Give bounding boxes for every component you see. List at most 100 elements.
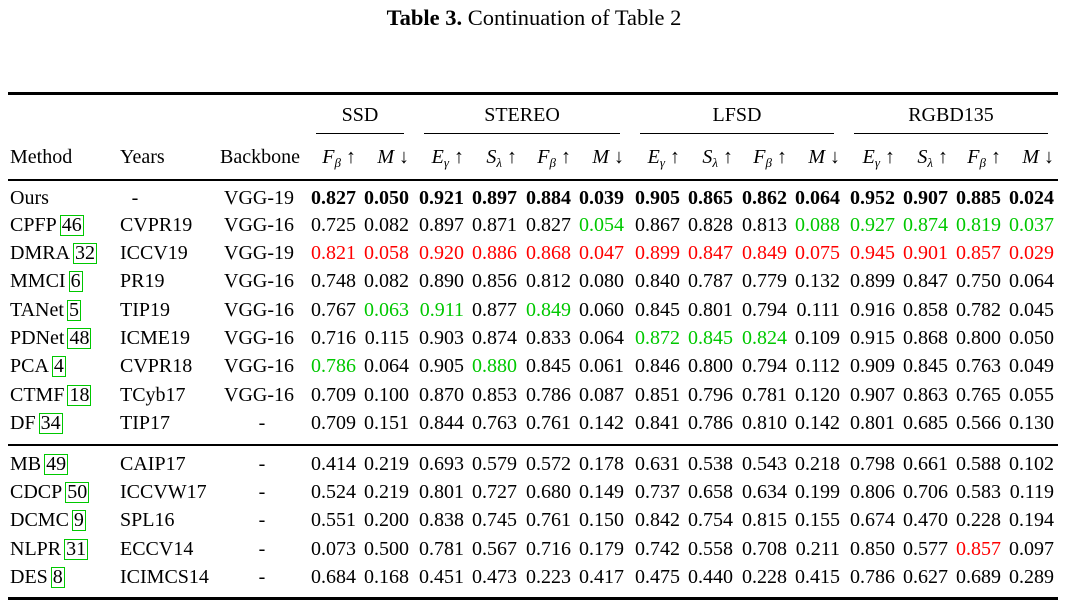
citation-link[interactable]: 8 xyxy=(50,566,65,588)
metric-value-cell: 0.909 xyxy=(850,355,895,377)
metric-value-cell: 0.796 xyxy=(688,384,733,406)
citation-link[interactable]: 32 xyxy=(73,242,98,264)
citation-link[interactable]: 49 xyxy=(44,453,69,475)
year-cell: CVPR19 xyxy=(120,214,193,236)
metric-value-cell: 0.899 xyxy=(635,242,680,264)
metric-header: Sλ ↑ xyxy=(486,146,517,170)
metric-value-cell: 0.819 xyxy=(956,214,1001,236)
citation-link[interactable]: 46 xyxy=(59,214,84,236)
metric-value-cell: 0.218 xyxy=(795,453,840,475)
citation-link[interactable]: 50 xyxy=(65,481,90,503)
metric-value-cell: 0.470 xyxy=(903,509,948,531)
metric-value-cell: 0.841 xyxy=(635,412,680,434)
citation-link[interactable]: 6 xyxy=(68,270,83,292)
metric-value-cell: 0.824 xyxy=(742,327,787,349)
metric-value-cell: 0.063 xyxy=(364,299,409,321)
citation-link[interactable]: 31 xyxy=(64,538,89,560)
citation-link[interactable]: 34 xyxy=(38,412,63,434)
table-row: DMRA 32 ICCV19 VGG-19 0.821 0.058 0.920 0.886 0.… xyxy=(0,240,1068,267)
metric-value-cell: 0.842 xyxy=(635,509,680,531)
metric-value-cell: 0.801 xyxy=(688,299,733,321)
backbone-cell: - xyxy=(258,538,266,560)
metric-value-cell: 0.543 xyxy=(742,453,787,475)
metric-value-cell: 0.821 xyxy=(311,242,356,264)
metric-value-cell: 0.082 xyxy=(364,214,409,236)
metric-value-cell: 0.786 xyxy=(688,412,733,434)
metric-header: Fβ ↑ xyxy=(322,146,356,170)
metric-value-cell: 0.219 xyxy=(364,453,409,475)
method-cell: CTMF 18 xyxy=(10,382,92,409)
metric-value-cell: 0.801 xyxy=(850,412,895,434)
metric-value-cell: 0.812 xyxy=(526,270,571,292)
year-cell: ECCV14 xyxy=(120,538,194,560)
citation-link[interactable]: 5 xyxy=(66,299,81,321)
metric-value-cell: 0.763 xyxy=(956,355,1001,377)
metric-value-cell: 0.945 xyxy=(850,242,895,264)
metric-value-cell: 0.149 xyxy=(579,481,624,503)
year-cell: PR19 xyxy=(120,270,165,292)
metric-value-cell: 0.588 xyxy=(956,453,1001,475)
metric-value-cell: 0.119 xyxy=(1009,481,1054,503)
table-row: CDCP 50 ICCVW17 - 0.524 0.219 0.801 0.727 0.680 0… xyxy=(0,479,1068,506)
stereo-cmidrule xyxy=(424,133,620,135)
year-cell: TIP17 xyxy=(120,412,170,434)
metric-value-cell: 0.142 xyxy=(579,412,624,434)
metric-value-cell: 0.064 xyxy=(1009,270,1054,292)
metric-value-cell: 0.087 xyxy=(579,384,624,406)
metric-value-cell: 0.080 xyxy=(579,270,624,292)
metric-value-cell: 0.850 xyxy=(850,538,895,560)
metric-value-cell: 0.577 xyxy=(903,538,948,560)
metric-header: M ↓ xyxy=(808,146,840,168)
metric-value-cell: 0.748 xyxy=(311,270,356,292)
table-row: MMCI 6 PR19 VGG-16 0.748 0.082 0.890 0.856 0.812… xyxy=(0,268,1068,295)
table-row: DES 8 ICIMCS14 - 0.684 0.168 0.451 0.473 0.223 0.… xyxy=(0,564,1068,591)
metric-value-cell: 0.907 xyxy=(903,187,948,209)
ssd-cmidrule xyxy=(316,133,404,135)
citation-link[interactable]: 18 xyxy=(67,384,92,406)
method-name: CDCP xyxy=(10,481,63,503)
metric-header: Sλ ↑ xyxy=(917,146,948,170)
metric-value-cell: 0.806 xyxy=(850,481,895,503)
metric-value-cell: 0.115 xyxy=(364,327,409,349)
metric-value-cell: 0.708 xyxy=(742,538,787,560)
citation-link[interactable]: 4 xyxy=(51,355,66,377)
metric-value-cell: 0.060 xyxy=(579,299,624,321)
table-top-rule xyxy=(8,92,1058,95)
metric-value-cell: 0.151 xyxy=(364,412,409,434)
metric-value-cell: 0.871 xyxy=(472,214,517,236)
method-name: MB xyxy=(10,453,42,475)
metric-value-cell: 0.845 xyxy=(903,355,948,377)
method-cell: TANet 5 xyxy=(10,297,81,324)
citation-link[interactable]: 9 xyxy=(71,509,86,531)
metric-value-cell: 0.627 xyxy=(903,566,948,588)
year-cell: ICME19 xyxy=(120,327,190,349)
group-separator-rule xyxy=(8,444,1058,446)
metric-header: Fβ ↑ xyxy=(753,146,787,170)
backbone-cell: VGG-16 xyxy=(224,355,294,377)
metric-value-cell: 0.631 xyxy=(635,453,680,475)
metric-value-cell: 0.911 xyxy=(419,299,464,321)
metric-value-cell: 0.524 xyxy=(311,481,356,503)
metric-value-cell: 0.915 xyxy=(850,327,895,349)
metric-value-cell: 0.952 xyxy=(850,187,895,209)
metric-value-cell: 0.061 xyxy=(579,355,624,377)
metric-value-cell: 0.767 xyxy=(311,299,356,321)
metric-value-cell: 0.451 xyxy=(419,566,464,588)
metric-value-cell: 0.567 xyxy=(472,538,517,560)
metric-value-cell: 0.417 xyxy=(579,566,624,588)
citation-link[interactable]: 48 xyxy=(67,327,92,349)
year-cell: CAIP17 xyxy=(120,453,186,475)
metric-value-cell: 0.886 xyxy=(472,242,517,264)
metric-value-cell: 0.786 xyxy=(850,566,895,588)
metric-value-cell: 0.178 xyxy=(579,453,624,475)
backbone-cell: VGG-16 xyxy=(224,214,294,236)
metric-header: M ↓ xyxy=(592,146,624,168)
dataset-header-ssd: SSD xyxy=(341,104,379,126)
metric-value-cell: 0.853 xyxy=(472,384,517,406)
metric-value-cell: 0.039 xyxy=(579,187,624,209)
lfsd-cmidrule xyxy=(640,133,834,135)
dataset-header-rgbd135: RGBD135 xyxy=(908,104,994,126)
metric-value-cell: 0.684 xyxy=(311,566,356,588)
method-name: PDNet xyxy=(10,327,65,349)
metric-value-cell: 0.847 xyxy=(688,242,733,264)
